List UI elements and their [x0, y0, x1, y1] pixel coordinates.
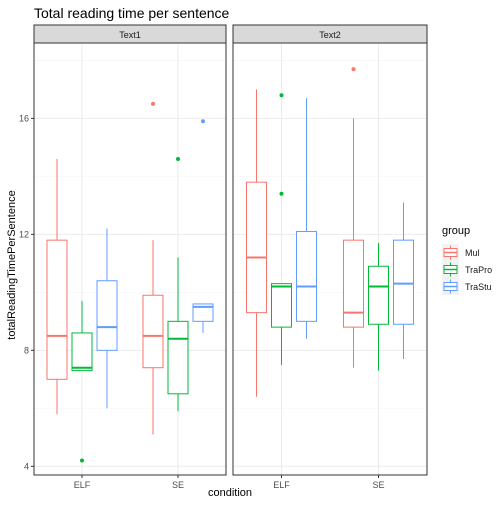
x-tick-label: SE: [372, 480, 384, 490]
box-iqr: [71, 332, 93, 372]
box-iqr: [96, 280, 118, 351]
legend-title: group: [442, 225, 470, 237]
x-axis-label: condition: [208, 487, 252, 499]
y-tick-label: 16: [19, 113, 29, 123]
plot-layer: Text1 ELF SE Text2 ELF SE 4 8 12 16 Mul TraPro TraSt…: [19, 24, 492, 490]
outlier-point: [279, 93, 284, 98]
box-iqr: [271, 283, 292, 328]
outlier-point: [279, 191, 284, 196]
box-iqr: [142, 294, 164, 369]
legend-item-mul: Mul: [442, 244, 480, 261]
outlier-point: [176, 156, 180, 161]
box-text2-se-trapro: [368, 243, 389, 371]
y-axis-label: totalReadingTimePerSentence: [6, 190, 18, 339]
box-iqr: [393, 239, 414, 325]
box-text1-se-trapro: [167, 156, 189, 412]
outlier-point: [351, 67, 356, 72]
facet-strip-label: Text2: [319, 30, 341, 40]
box-text1-elf-mul: [46, 158, 68, 415]
box-text2-elf-trastu: [296, 98, 317, 339]
box-iqr: [296, 230, 317, 322]
box-text2-elf-mul: [246, 89, 267, 397]
panel-border: [33, 42, 227, 476]
legend-item-trapro: TraPro: [442, 261, 492, 278]
box-iqr: [192, 303, 214, 322]
box-text1-se-mul: [142, 101, 164, 435]
y-tick-label: 8: [24, 345, 29, 355]
box-text2-se-trastu: [393, 202, 414, 360]
legend-label: TraStu: [465, 282, 492, 292]
box-text1-elf-trastu: [96, 228, 118, 409]
box-iqr: [368, 265, 389, 325]
x-tick-label: SE: [172, 480, 184, 490]
legend-label: Mul: [465, 248, 480, 258]
facet-panel-text1: Text1 ELF SE: [33, 24, 227, 490]
x-tick-label: ELF: [273, 480, 290, 490]
box-text2-elf-trapro: [271, 93, 292, 365]
box-iqr: [167, 320, 189, 395]
y-tick-label: 12: [19, 229, 29, 239]
facet-panel-text2: Text2 ELF SE: [232, 24, 428, 490]
box-text1-se-trastu: [192, 119, 214, 333]
outlier-point: [151, 101, 155, 106]
box-iqr: [246, 181, 267, 314]
box-text1-elf-trapro: [71, 301, 93, 463]
panel-border: [232, 42, 428, 476]
legend-item-trastu: TraStu: [442, 278, 492, 295]
outlier-point: [201, 119, 205, 124]
x-tick-label: ELF: [74, 480, 91, 490]
box-text2-se-mul: [343, 67, 364, 368]
outlier-point: [80, 458, 84, 463]
chart-title: Total reading time per sentence: [34, 5, 230, 21]
box-iqr: [46, 239, 68, 380]
legend-label: TraPro: [465, 265, 492, 275]
facet-strip-label: Text1: [119, 30, 141, 40]
box-iqr: [343, 239, 364, 328]
y-tick-label: 4: [24, 461, 29, 471]
